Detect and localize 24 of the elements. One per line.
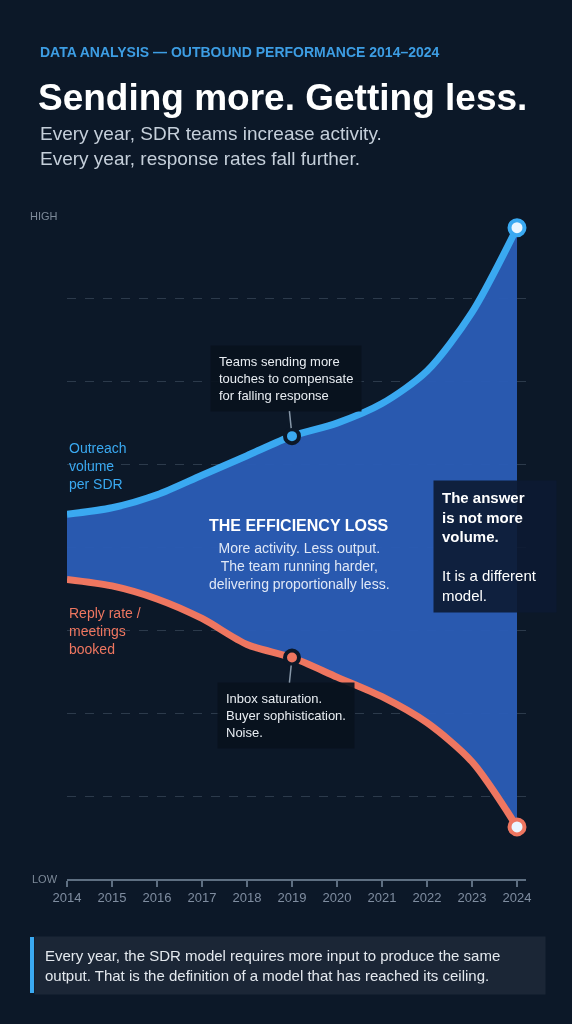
x-tick-label: 2024 (502, 890, 532, 906)
annotation: Teams sending more touches to compensate for falling response (219, 354, 354, 403)
text: The answer is not more volume. It is a different model. (442, 489, 536, 604)
x-tick-label: 2023 (457, 890, 487, 906)
chart-subtitle: Every year, SDR teams increase activity. Every year, response rates fall further. (40, 123, 382, 169)
x-tick-label: 2017 (187, 890, 217, 906)
series-label: Outreach volume per SDR (69, 440, 127, 493)
chart-title: Sending more. Getting less. (38, 76, 528, 118)
x-tick-label: 2018 (232, 890, 262, 906)
x-tick-label: 2022 (412, 890, 442, 906)
text: DATA ANALYSIS — OUTBOUND PERFORMANCE 2014–2024 (40, 44, 440, 60)
x-tick-label: 2016 (142, 890, 172, 906)
annotation: Inbox saturation. Buyer sophistication. Noise. (226, 691, 346, 740)
x-tick-label: 2015 (97, 890, 127, 906)
x-tick-label: 2021 (367, 890, 397, 906)
annotation: THE EFFICIENCY LOSS (209, 517, 389, 534)
x-tick-label: 2019 (277, 890, 307, 906)
series-label: Reply rate / meetings booked (69, 605, 141, 658)
text: LOW (32, 873, 58, 885)
annotation: More activity. Less output. The team running harder, delivering proportionally less. (209, 540, 390, 593)
text: Every year, the SDR model requires more input to produce the same output. That is the definition of a model that has reached its ceiling. (45, 947, 501, 984)
x-tick-label: 2020 (322, 890, 352, 906)
x-tick-label: 2014 (52, 890, 82, 906)
text: HIGH (30, 210, 58, 222)
